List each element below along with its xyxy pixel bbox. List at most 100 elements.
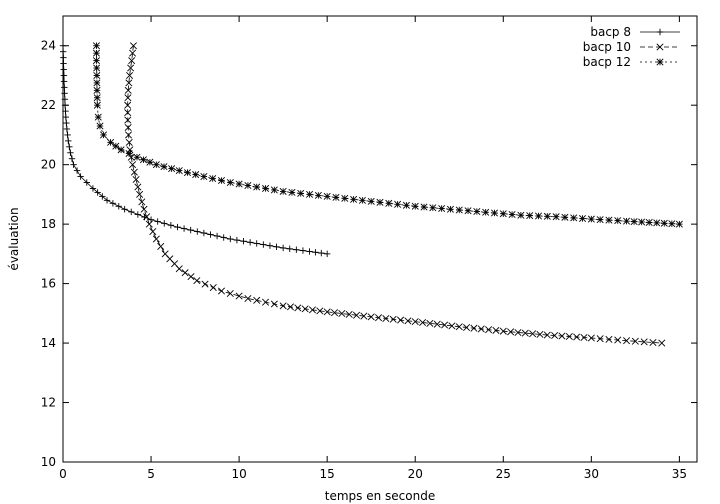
data-point-marker	[112, 142, 120, 150]
data-point-marker	[279, 187, 287, 195]
data-point-marker	[64, 131, 71, 139]
data-point-marker	[60, 78, 68, 85]
data-point-marker	[558, 332, 566, 340]
data-point-marker	[482, 208, 490, 216]
data-point-marker	[653, 219, 661, 227]
data-point-marker	[658, 339, 666, 347]
series-layer	[59, 42, 683, 347]
data-point-marker	[244, 181, 252, 189]
data-point-marker	[145, 220, 153, 228]
data-point-marker	[161, 220, 168, 227]
data-point-marker	[623, 217, 631, 225]
data-point-marker	[318, 249, 325, 257]
data-point-marker	[61, 84, 68, 91]
data-point-marker	[125, 149, 133, 158]
data-point-marker	[200, 229, 208, 237]
data-point-marker	[345, 310, 353, 318]
data-point-marker	[338, 310, 346, 318]
data-point-marker	[246, 239, 254, 246]
data-point-marker	[92, 57, 100, 65]
data-point-marker	[65, 137, 72, 145]
data-point-marker	[213, 232, 221, 240]
data-point-marker	[596, 216, 604, 224]
data-point-marker	[220, 234, 227, 241]
data-point-marker	[124, 116, 132, 124]
data-point-marker	[192, 171, 200, 179]
data-point-marker	[209, 284, 217, 292]
data-point-marker	[96, 122, 104, 130]
data-point-marker	[187, 273, 195, 281]
x-tick-label: 10	[231, 467, 246, 481]
data-point-marker	[675, 220, 683, 228]
data-point-marker	[323, 308, 331, 316]
data-point-marker	[376, 198, 384, 206]
data-point-marker	[129, 42, 137, 50]
data-point-marker	[130, 168, 138, 176]
data-point-marker	[561, 213, 569, 221]
data-point-marker	[63, 125, 71, 133]
x-tick-label: 20	[408, 467, 423, 481]
data-point-marker	[262, 298, 270, 306]
data-point-marker	[200, 173, 208, 181]
data-point-marker	[128, 57, 136, 65]
data-point-marker	[543, 331, 551, 339]
data-point-marker	[83, 179, 90, 186]
data-point-marker	[60, 54, 67, 61]
data-point-marker	[394, 200, 402, 208]
data-point-marker	[103, 197, 111, 204]
data-point-marker	[492, 326, 500, 334]
data-point-marker	[146, 158, 154, 166]
legend-label: bacp 10	[583, 40, 631, 54]
data-point-marker	[526, 212, 534, 220]
data-point-marker	[293, 246, 300, 253]
data-point-marker	[552, 213, 560, 221]
data-point-marker	[353, 311, 361, 319]
data-point-marker	[286, 245, 293, 253]
data-point-marker	[207, 231, 214, 238]
data-point-marker	[455, 206, 463, 214]
data-point-marker	[470, 324, 478, 332]
x-tick-label: 35	[672, 467, 687, 481]
y-tick-label: 10	[41, 455, 56, 469]
data-point-marker	[152, 235, 160, 243]
data-point-marker	[61, 96, 69, 103]
legend-marker	[656, 28, 664, 36]
data-point-marker	[175, 167, 183, 175]
data-point-marker	[623, 337, 631, 345]
x-tick-label: 5	[147, 467, 155, 481]
data-point-marker	[174, 223, 181, 231]
data-point-marker	[92, 49, 100, 57]
data-point-marker	[152, 161, 160, 169]
data-point-marker	[157, 242, 165, 250]
data-point-marker	[125, 79, 133, 87]
data-point-marker	[124, 131, 133, 139]
x-tick-label: 30	[584, 467, 599, 481]
data-point-marker	[279, 302, 287, 310]
data-point-marker	[448, 322, 456, 330]
data-point-marker	[316, 307, 324, 315]
data-point-marker	[499, 327, 507, 335]
data-point-marker	[70, 161, 77, 168]
data-point-marker	[92, 42, 100, 50]
y-tick-label: 20	[41, 158, 56, 172]
data-point-marker	[426, 319, 434, 327]
data-point-marker	[514, 328, 522, 336]
data-point-marker	[235, 292, 243, 300]
data-point-marker	[132, 176, 140, 184]
data-point-marker	[160, 163, 168, 171]
data-point-marker	[286, 303, 294, 311]
data-point-marker	[499, 210, 507, 218]
x-axis-label: temps en seconde	[325, 489, 435, 503]
data-point-marker	[60, 60, 67, 67]
data-point-marker	[217, 177, 226, 185]
data-point-marker	[67, 149, 74, 156]
data-point-marker	[93, 101, 101, 109]
data-point-marker	[140, 205, 148, 213]
y-tick-label: 18	[41, 217, 56, 231]
data-point-marker	[99, 193, 106, 200]
legend-marker	[656, 43, 664, 51]
y-tick-label: 24	[41, 39, 56, 53]
legend-marker	[656, 58, 664, 66]
data-point-marker	[473, 207, 481, 216]
data-point-marker	[143, 213, 151, 221]
